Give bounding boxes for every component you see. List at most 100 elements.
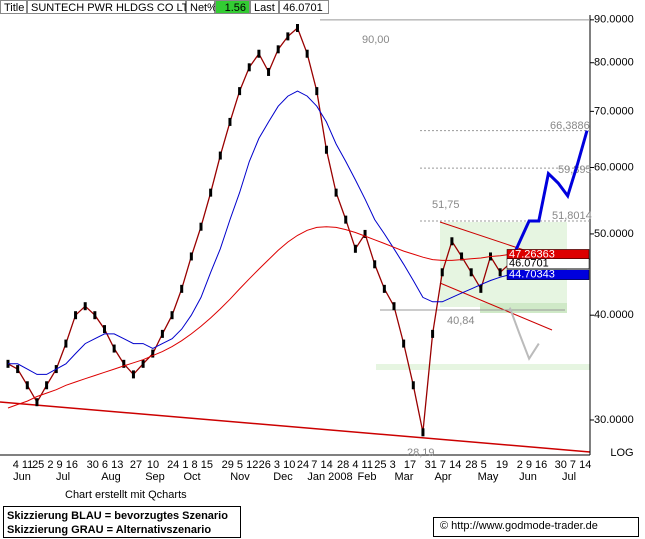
header-value: 46.0701 bbox=[279, 0, 329, 14]
price-tag bbox=[506, 269, 590, 280]
price-tag bbox=[506, 258, 590, 269]
level-label: 51,8014 bbox=[552, 210, 592, 222]
x-tick-label: 26 3 10 bbox=[259, 459, 296, 471]
x-tick-label: 28 4 11 bbox=[337, 459, 373, 471]
price-bar bbox=[431, 329, 435, 338]
url-box: © http://www.godmode-trader.de bbox=[433, 517, 639, 537]
alt-zone bbox=[376, 364, 590, 370]
x-tick-label: 30 6 13 bbox=[87, 459, 124, 471]
price-bar bbox=[373, 260, 377, 269]
price-bar bbox=[74, 311, 78, 320]
x-tick-label: 28 5 bbox=[465, 459, 486, 471]
series-line bbox=[508, 130, 589, 265]
price-tag-label: 47.26363 bbox=[509, 248, 555, 260]
price-bar bbox=[180, 284, 184, 293]
price-bar bbox=[440, 268, 444, 277]
x-tick-label: 25 3 bbox=[374, 459, 395, 471]
series-line bbox=[7, 226, 510, 409]
price-bar bbox=[103, 325, 106, 334]
month-label: Apr bbox=[434, 471, 451, 483]
price-bar bbox=[25, 381, 29, 390]
price-bar bbox=[334, 188, 338, 197]
price-bar bbox=[276, 45, 280, 54]
price-bar bbox=[421, 428, 425, 437]
price-bar bbox=[469, 268, 473, 277]
price-bar bbox=[344, 215, 348, 224]
price-bar bbox=[238, 87, 242, 96]
annotation: 51,75 bbox=[432, 199, 460, 211]
y-tick-label: 90.0000 bbox=[594, 14, 634, 26]
x-tick-label: 24 1 8 15 bbox=[167, 459, 213, 471]
annotation: 28,19 bbox=[407, 447, 435, 459]
x-tick-label: 29 5 12 bbox=[222, 459, 259, 471]
price-bar bbox=[122, 359, 126, 368]
credit: Chart erstellt mit Qcharts bbox=[65, 489, 187, 501]
y-tick-label: 30.0000 bbox=[594, 414, 634, 426]
x-tick-label: 7 14 bbox=[311, 459, 332, 471]
x-tick-label: 24 bbox=[297, 459, 309, 471]
month-label: May bbox=[478, 471, 499, 483]
price-bar bbox=[151, 349, 155, 358]
x-tick-label: 30 7 14 bbox=[555, 459, 592, 471]
x-tick-label: 25 2 9 16 bbox=[32, 459, 78, 471]
price-bar bbox=[131, 370, 135, 379]
copyright: © bbox=[440, 520, 449, 532]
header-label: Last bbox=[250, 0, 279, 14]
y-tick-label: 70.0000 bbox=[594, 105, 634, 117]
price-bar bbox=[141, 359, 145, 368]
month-label: Sep bbox=[145, 471, 165, 483]
x-tick-label: 31 7 14 bbox=[425, 459, 462, 471]
month-label: Jul bbox=[562, 471, 576, 483]
url: http://www.godmode-trader.de bbox=[451, 520, 598, 532]
series-line bbox=[508, 307, 540, 361]
y-tick-label: 40.0000 bbox=[594, 309, 634, 321]
price-bar bbox=[498, 268, 502, 277]
price-bar bbox=[363, 229, 367, 238]
price-bar bbox=[160, 329, 164, 338]
y-tick-label: 60.0000 bbox=[594, 161, 634, 173]
price-bar bbox=[45, 381, 49, 390]
month-label: Jun bbox=[519, 471, 537, 483]
price-bar bbox=[392, 302, 396, 311]
x-tick-label: 2 9 16 bbox=[517, 459, 548, 471]
price-bar bbox=[450, 237, 454, 246]
legend-text: Skizzierung GRAU = Alternativszenario bbox=[7, 524, 212, 536]
price-bar bbox=[315, 87, 319, 96]
header-value: 1.56 bbox=[215, 0, 250, 14]
price-bar bbox=[296, 24, 299, 33]
price-bar bbox=[324, 145, 328, 154]
price-bar bbox=[353, 244, 357, 253]
series-line bbox=[8, 90, 510, 375]
month-label: Mar bbox=[395, 471, 414, 483]
month-label: Nov bbox=[230, 471, 250, 483]
level-label: 90,00 bbox=[362, 34, 390, 46]
scenario-legend: Skizzierung BLAU = bevorzugtes Szenario … bbox=[3, 506, 241, 538]
price-bar bbox=[35, 398, 39, 407]
month-label: Jul bbox=[56, 471, 70, 483]
month-label: Oct bbox=[183, 471, 200, 483]
trend-line bbox=[0, 401, 591, 453]
header-label: Net% bbox=[186, 0, 217, 14]
x-tick-label: 4 11 bbox=[13, 459, 34, 471]
price-bar bbox=[16, 365, 20, 374]
price-bar bbox=[286, 32, 290, 41]
y-tick-label: 50.0000 bbox=[594, 228, 634, 240]
support-zone bbox=[480, 303, 567, 313]
price-bar bbox=[218, 151, 222, 160]
month-label: Jan 2008 bbox=[307, 471, 352, 483]
price-bar bbox=[267, 67, 271, 76]
price-bar bbox=[112, 344, 116, 353]
x-tick-label: 10 bbox=[147, 459, 159, 471]
price-bar bbox=[382, 284, 386, 293]
price-bar bbox=[93, 311, 97, 320]
price-bar bbox=[305, 49, 309, 58]
annotation: 40,84 bbox=[447, 315, 475, 327]
price-bar bbox=[189, 252, 193, 261]
price-bar bbox=[64, 339, 68, 348]
price-bar bbox=[479, 284, 483, 293]
price-bar bbox=[199, 222, 203, 231]
header-name: SUNTECH PWR HLDGS CO LTD bbox=[27, 0, 196, 14]
price-bar bbox=[170, 311, 174, 320]
